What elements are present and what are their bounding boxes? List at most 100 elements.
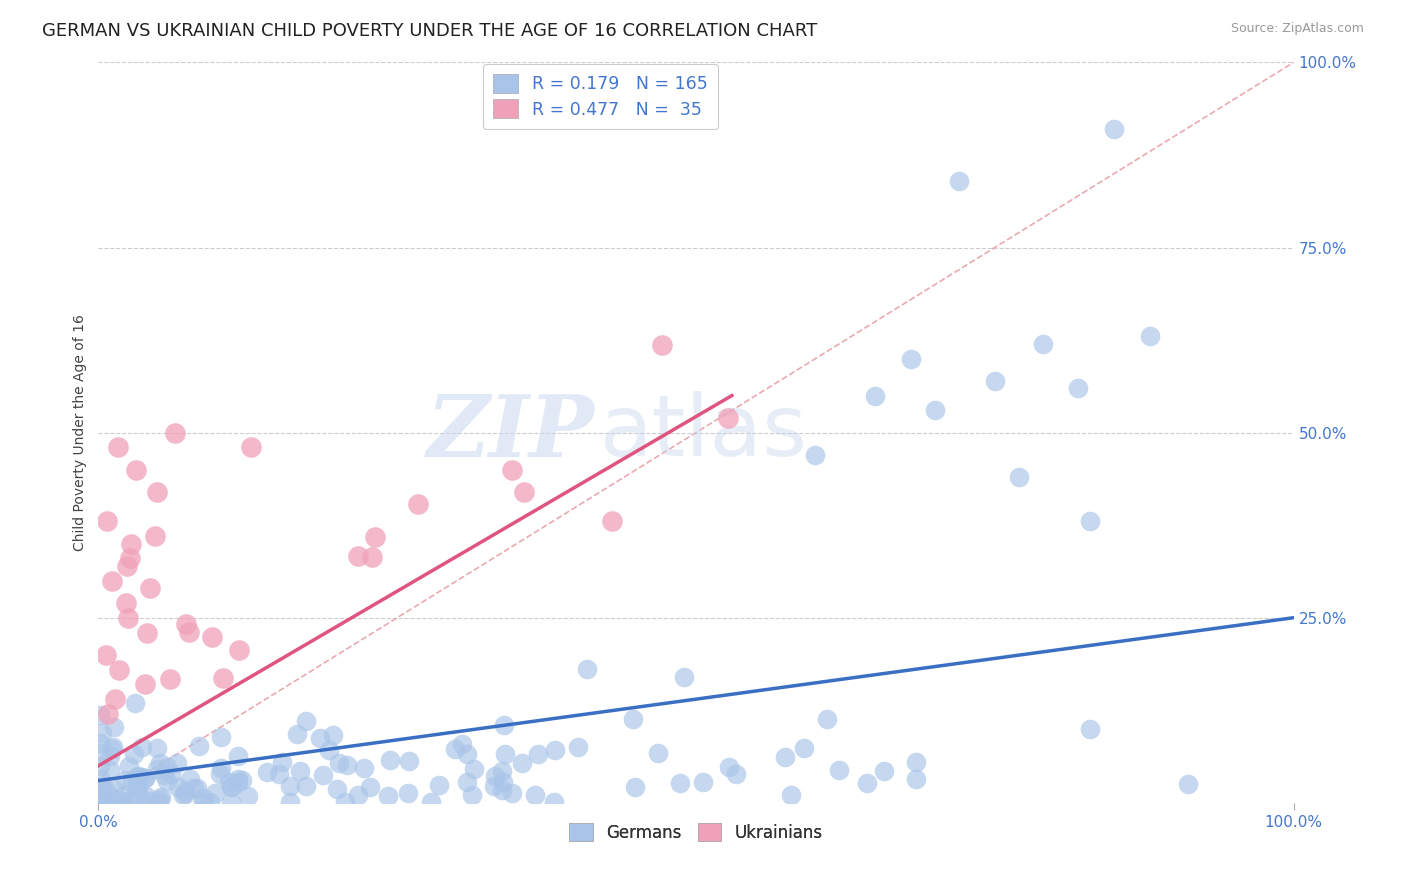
Point (1078, 722, 1101, 736)
Point (166, 756, 188, 770)
Point (527, 747, 550, 761)
Point (353, 761, 375, 775)
Point (139, 581, 162, 595)
Point (793, 740, 815, 755)
Point (122, 747, 145, 761)
Point (101, 740, 124, 755)
Point (924, 403, 946, 417)
Point (267, 767, 290, 781)
Point (804, 448, 827, 462)
Point (347, 549, 370, 563)
Point (89, 759, 111, 773)
Point (198, 795, 221, 809)
Point (285, 727, 308, 741)
Point (828, 763, 851, 777)
Point (295, 779, 318, 793)
Point (491, 774, 513, 789)
Point (333, 795, 356, 809)
Point (212, 672, 235, 686)
Point (717, 410, 740, 425)
Legend: Germans, Ukrainians: Germans, Ukrainians (561, 814, 831, 850)
Point (118, 551, 141, 566)
Point (134, 677, 156, 691)
Point (1032, 336, 1054, 351)
Point (125, 462, 148, 476)
Point (172, 788, 194, 802)
Point (124, 789, 146, 803)
Point (228, 772, 250, 787)
Point (294, 714, 316, 728)
Point (98, 764, 121, 778)
Point (451, 738, 474, 752)
Text: Source: ZipAtlas.com: Source: ZipAtlas.com (1230, 22, 1364, 36)
Point (1104, 122, 1126, 136)
Point (204, 786, 226, 800)
Point (111, 795, 134, 809)
Point (780, 789, 803, 803)
Point (90, 725, 112, 739)
Point (176, 616, 198, 631)
Point (1080, 515, 1102, 529)
Point (118, 759, 141, 773)
Point (238, 789, 260, 803)
Point (815, 712, 838, 726)
Point (150, 790, 173, 805)
Point (1008, 470, 1031, 484)
Point (900, 351, 922, 366)
Point (103, 781, 125, 796)
Point (724, 766, 747, 780)
Point (1139, 329, 1161, 343)
Point (1067, 381, 1090, 395)
Point (111, 794, 134, 808)
Text: GERMAN VS UKRAINIAN CHILD POVERTY UNDER THE AGE OF 16 CORRELATION CHART: GERMAN VS UKRAINIAN CHILD POVERTY UNDER … (42, 22, 817, 40)
Point (444, 742, 467, 756)
Point (256, 765, 278, 780)
Point (904, 755, 927, 769)
Point (89, 736, 111, 750)
Point (89, 795, 111, 809)
Point (270, 755, 292, 769)
Point (221, 780, 243, 794)
Point (90, 779, 112, 793)
Point (482, 779, 505, 793)
Point (96, 515, 118, 529)
Point (93, 795, 115, 809)
Point (326, 781, 349, 796)
Point (124, 696, 146, 710)
Point (492, 718, 515, 732)
Point (510, 756, 533, 770)
Point (138, 795, 160, 809)
Point (96, 795, 118, 809)
Point (134, 771, 156, 785)
Point (219, 795, 242, 809)
Point (94, 648, 117, 662)
Y-axis label: Child Poverty Under the Age of 16: Child Poverty Under the Age of 16 (73, 314, 87, 551)
Point (103, 720, 125, 734)
Point (127, 770, 149, 784)
Point (89, 780, 111, 795)
Point (191, 795, 214, 809)
Point (120, 536, 142, 550)
Point (89, 788, 111, 802)
Point (322, 728, 344, 742)
Point (621, 712, 644, 726)
Point (115, 558, 138, 573)
Point (145, 484, 167, 499)
Point (159, 673, 181, 687)
Point (153, 768, 176, 782)
Point (377, 789, 399, 803)
Point (718, 760, 741, 774)
Point (226, 748, 249, 763)
Point (905, 772, 928, 787)
Point (160, 767, 183, 781)
Point (101, 795, 124, 809)
Point (396, 787, 419, 801)
Point (378, 753, 401, 767)
Point (127, 781, 149, 796)
Point (104, 795, 127, 809)
Point (89, 795, 111, 809)
Point (491, 764, 513, 778)
Point (93, 795, 115, 809)
Point (312, 768, 335, 782)
Point (156, 773, 179, 788)
